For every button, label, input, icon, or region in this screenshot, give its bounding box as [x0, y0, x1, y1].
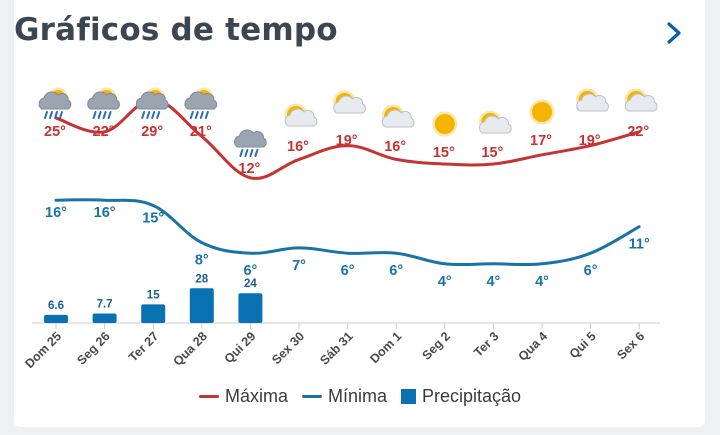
min-temp-line	[54, 198, 641, 267]
max-temp-label: 16°	[384, 139, 406, 155]
max-temp-label: 17°	[530, 133, 552, 149]
legend-min-label: Mínima	[327, 386, 387, 406]
min-temp-label: 4°	[535, 274, 549, 290]
sun-cloud-rain-icon	[38, 87, 72, 119]
sun-cloud-rain-icon	[184, 87, 218, 119]
sun-cloud-icon	[624, 88, 658, 112]
x-tick-label: Sex 6	[614, 329, 647, 362]
max-temp-label: 15°	[433, 145, 455, 161]
max-temp-label: 19°	[579, 133, 601, 149]
max-temp-label: 16°	[287, 139, 309, 155]
precip-bar	[92, 313, 117, 323]
next-chevron-button[interactable]	[660, 18, 688, 48]
legend-precip-label: Precipitação	[421, 386, 522, 406]
sun-cloud-icon	[333, 90, 366, 114]
max-temp-label: 22°	[93, 124, 115, 140]
x-tick-label: Qua 4	[516, 329, 550, 363]
precip-bar	[238, 293, 263, 323]
precip-bar-label: 15	[147, 289, 160, 301]
min-temp-label: 8°	[195, 253, 209, 269]
min-temp-label: 11°	[629, 237, 650, 253]
precip-bar	[141, 304, 166, 323]
min-temp-label: 4°	[438, 274, 452, 290]
chevron-right-icon	[667, 22, 681, 44]
chart-legend: Máxima Mínima Precipitação	[0, 386, 720, 407]
page-title: Gráficos de tempo	[14, 12, 338, 48]
max-temp-label: 12°	[238, 161, 260, 177]
x-tick-label: Ter 27	[126, 329, 161, 364]
min-temp-label: 6°	[584, 263, 598, 279]
max-temp-label: 21°	[190, 124, 212, 140]
sun-icon	[529, 99, 555, 125]
legend-min[interactable]: Mínima	[301, 386, 387, 407]
min-temp-label: 7°	[292, 258, 306, 274]
min-temp-label: 6°	[389, 263, 403, 279]
max-temp-label: 19°	[336, 133, 358, 149]
sun-cloud-rain-icon	[87, 87, 120, 119]
legend-max[interactable]: Máxima	[198, 386, 288, 407]
precip-bar-label: 7.7	[97, 298, 113, 310]
x-tick-label: Qui 5	[567, 329, 599, 361]
precip-bar-label: 24	[244, 278, 257, 290]
cloud-rain-icon	[234, 129, 267, 157]
min-temp-label: 16°	[45, 205, 67, 221]
weather-chart-card	[14, 0, 705, 427]
x-tick-label: Qui 29	[222, 329, 259, 366]
min-temp-label: 4°	[486, 274, 500, 290]
legend-max-swatch	[198, 395, 219, 398]
legend-min-swatch	[301, 395, 322, 398]
x-tick-label: Seg 26	[74, 329, 112, 367]
legend-precip[interactable]: Precipitação	[400, 386, 522, 407]
min-temp-label: 15°	[142, 211, 164, 227]
x-tick-label: Sex 30	[269, 329, 307, 367]
weather-chart: Dom 25 Seg 26 Ter 27 Qua 28 Qui 29 Sex 30 Sáb …	[22, 87, 660, 371]
min-temp-label: 16°	[94, 205, 116, 221]
x-tick-label: Qua 28	[171, 329, 210, 368]
max-temp-label: 25°	[44, 124, 66, 140]
precip-bar	[189, 288, 214, 323]
precip-bar	[44, 314, 68, 323]
x-tick-label: Dom 25	[22, 329, 64, 371]
x-tick-label: Dom 1	[367, 329, 404, 366]
x-tick-label: Seg 2	[419, 329, 453, 363]
min-temp-label: 6°	[341, 263, 355, 279]
precip-bar-label: 6.6	[48, 300, 64, 312]
sun-cloud-rain-icon	[135, 87, 169, 119]
sun-cloud-icon	[478, 110, 512, 134]
sun-icon	[432, 111, 458, 137]
x-tick-label: Sáb 31	[317, 329, 355, 367]
max-temp-label: 29°	[141, 124, 163, 140]
sun-cloud-icon	[381, 104, 415, 128]
sun-cloud-icon	[576, 88, 609, 112]
legend-precip-swatch	[400, 389, 416, 404]
sun-cloud-icon	[284, 103, 318, 127]
legend-max-label: Máxima	[224, 386, 288, 406]
precip-bar-label: 28	[195, 273, 208, 285]
x-tick-label: Ter 3	[471, 329, 501, 359]
max-temp-label: 15°	[481, 145, 503, 161]
min-temp-label: 6°	[243, 263, 257, 279]
max-temp-label: 22°	[627, 124, 649, 140]
